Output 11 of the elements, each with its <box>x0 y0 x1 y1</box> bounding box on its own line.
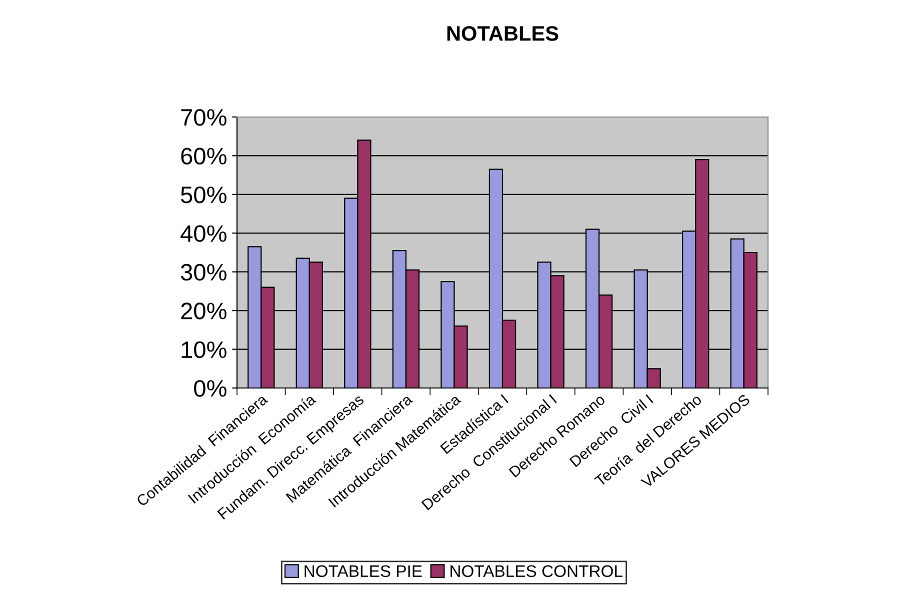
y-tick-label: 50% <box>180 186 226 204</box>
y-tick-label: 70% <box>181 109 226 126</box>
y-tick-label: 40% <box>180 225 226 242</box>
y-tick-label: 30% <box>180 264 226 281</box>
y-tick-label: 20% <box>181 302 226 320</box>
y-tick-label: 60% <box>181 148 226 164</box>
chart-title: NOTABLES <box>447 26 558 41</box>
legend-label: NOTABLES PIE <box>304 565 422 578</box>
y-tick-label: 10% <box>182 341 226 358</box>
y-tick-label: 0% <box>194 380 226 397</box>
legend-label: NOTABLES CONTROL <box>450 565 622 578</box>
